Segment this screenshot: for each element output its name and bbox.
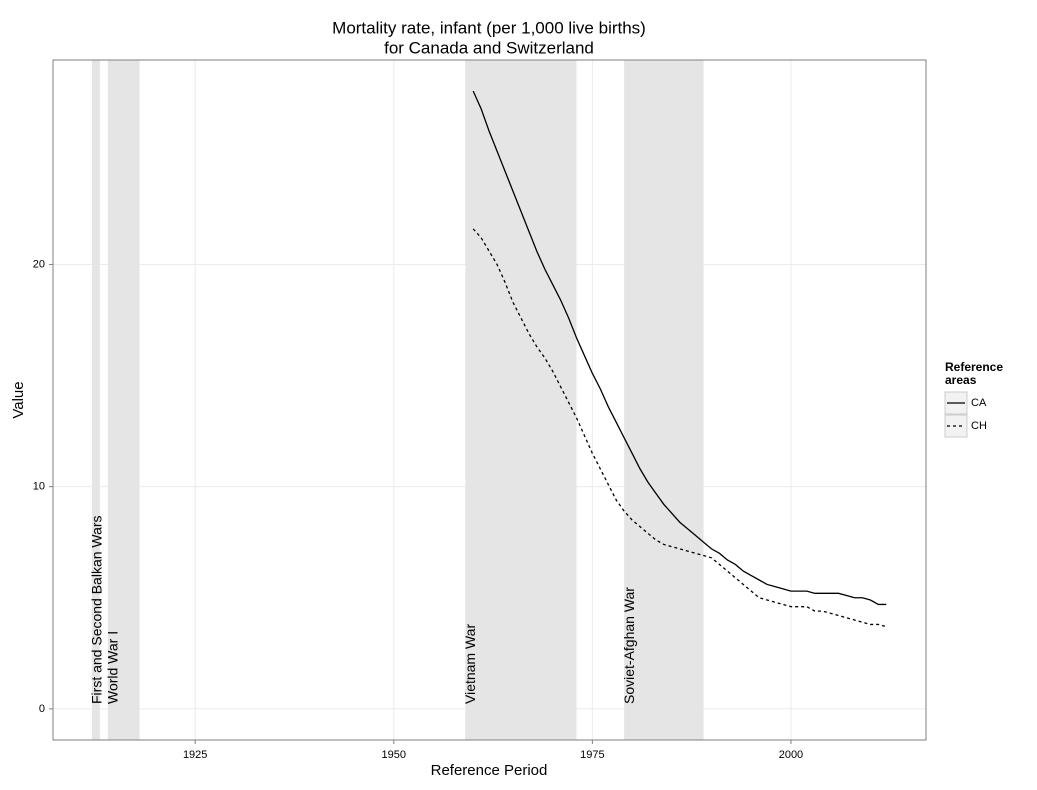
x-tick-label: 1950 bbox=[382, 749, 406, 761]
data-line bbox=[472, 90, 887, 606]
y-tick-label: 0 bbox=[39, 703, 45, 715]
chart-title: for Canada and Switzerland bbox=[384, 38, 594, 57]
legend-label: CH bbox=[971, 420, 987, 432]
period-label: World War I bbox=[105, 631, 121, 704]
period-label: Vietnam War bbox=[462, 624, 478, 704]
chart-title: Mortality rate, infant (per 1,000 live b… bbox=[332, 18, 646, 37]
period-band bbox=[624, 60, 704, 740]
y-tick-label: 10 bbox=[33, 481, 45, 493]
period-band bbox=[465, 60, 577, 740]
x-tick-label: 1975 bbox=[580, 749, 604, 761]
period-band bbox=[107, 60, 140, 740]
x-axis-label: Reference Period bbox=[431, 762, 548, 779]
x-tick-label: 2000 bbox=[779, 749, 803, 761]
plot-border bbox=[52, 59, 927, 741]
period-label: First and Second Balkan Wars bbox=[89, 515, 105, 704]
y-tick-label: 20 bbox=[33, 258, 45, 270]
legend-title: Reference areas bbox=[945, 360, 1004, 387]
x-tick-label: 1925 bbox=[183, 749, 207, 761]
period-band bbox=[91, 60, 100, 740]
period-label: Soviet-Afghan War bbox=[621, 587, 637, 704]
y-axis-label: Value bbox=[10, 381, 27, 418]
legend-label: CA bbox=[971, 397, 987, 409]
